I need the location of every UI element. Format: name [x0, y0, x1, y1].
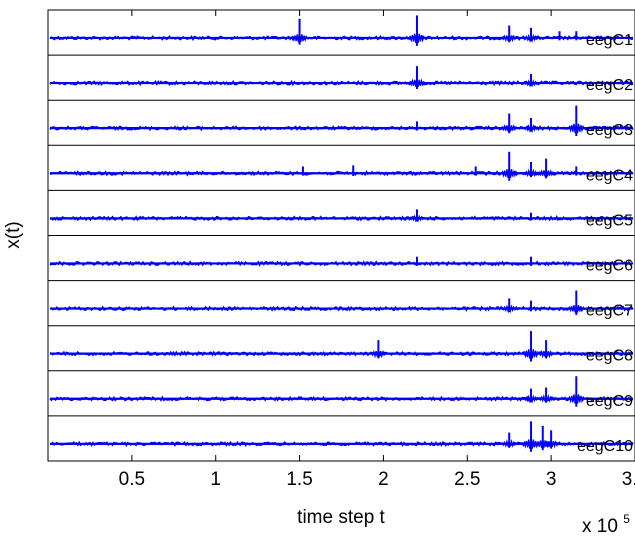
series-label: eegC8	[586, 348, 633, 365]
spike-eegC8	[522, 331, 540, 362]
x-exponent-power: 5	[623, 512, 630, 526]
spike-eegC7	[567, 290, 585, 315]
spike-eegC5	[408, 209, 426, 223]
x-tick-label: 0.5	[119, 469, 145, 490]
series-label: eegC1	[586, 32, 633, 49]
spike-eegC4	[500, 151, 518, 181]
spike-eegC10	[534, 425, 552, 451]
spike-eegC1	[522, 27, 540, 43]
series-label: eegC2	[586, 77, 633, 94]
x-exponent-base: x 10	[582, 516, 618, 536]
series-label: eegC4	[586, 167, 633, 184]
spike-eegC2	[522, 74, 540, 88]
spike-eegC3	[500, 113, 518, 134]
x-tick-label: 2	[378, 469, 389, 490]
spike-eegC3	[567, 105, 585, 137]
y-axis-label: x(t)	[3, 221, 24, 248]
x-tick-label: 3	[546, 469, 557, 490]
spike-eegC10	[500, 432, 518, 448]
trace-layer	[49, 15, 634, 452]
spike-eegC1	[291, 18, 309, 45]
spike-eegC8	[537, 340, 555, 359]
x-exponent-label: x 10 5	[582, 512, 630, 536]
series-label: eegC9	[586, 393, 633, 410]
series-label: eegC7	[586, 303, 633, 320]
series-label: eegC6	[586, 257, 633, 274]
x-tick-label: 1	[210, 469, 221, 490]
spike-eegC9	[567, 376, 585, 407]
series-label: eegC3	[586, 122, 633, 139]
spike-eegC9	[522, 388, 540, 404]
spike-eegC2	[408, 66, 426, 89]
spike-eegC4	[522, 161, 540, 178]
spike-eegC7	[500, 298, 518, 314]
separator-layer	[48, 54, 635, 417]
x-tick-label: 1.5	[286, 469, 312, 490]
spike-eegC4	[537, 158, 555, 179]
series-label-layer: eegC1 eegC2 eegC3 eegC4 eegC5 eegC6 eegC7 eegC8…	[577, 32, 633, 455]
spike-eegC10	[522, 421, 540, 452]
series-label: eegC10	[577, 438, 633, 455]
plot-frame	[47, 9, 635, 462]
x-tick-layer: 0.5 1 1.5 2 2.5 3 3.5	[119, 10, 635, 490]
spike-eegC10	[542, 430, 560, 449]
x-axis-label: time step t	[297, 507, 385, 528]
x-tick-label: 3.5	[622, 469, 635, 490]
spike-eegC8	[369, 340, 387, 359]
trace-eegC7	[49, 305, 634, 312]
spike-eegC1	[500, 25, 518, 43]
spike-eegC3	[522, 118, 540, 134]
x-tick-label: 2.5	[454, 469, 480, 490]
series-label: eegC5	[586, 212, 633, 229]
spike-eegC1	[408, 15, 426, 46]
spike-eegC9	[537, 387, 555, 403]
